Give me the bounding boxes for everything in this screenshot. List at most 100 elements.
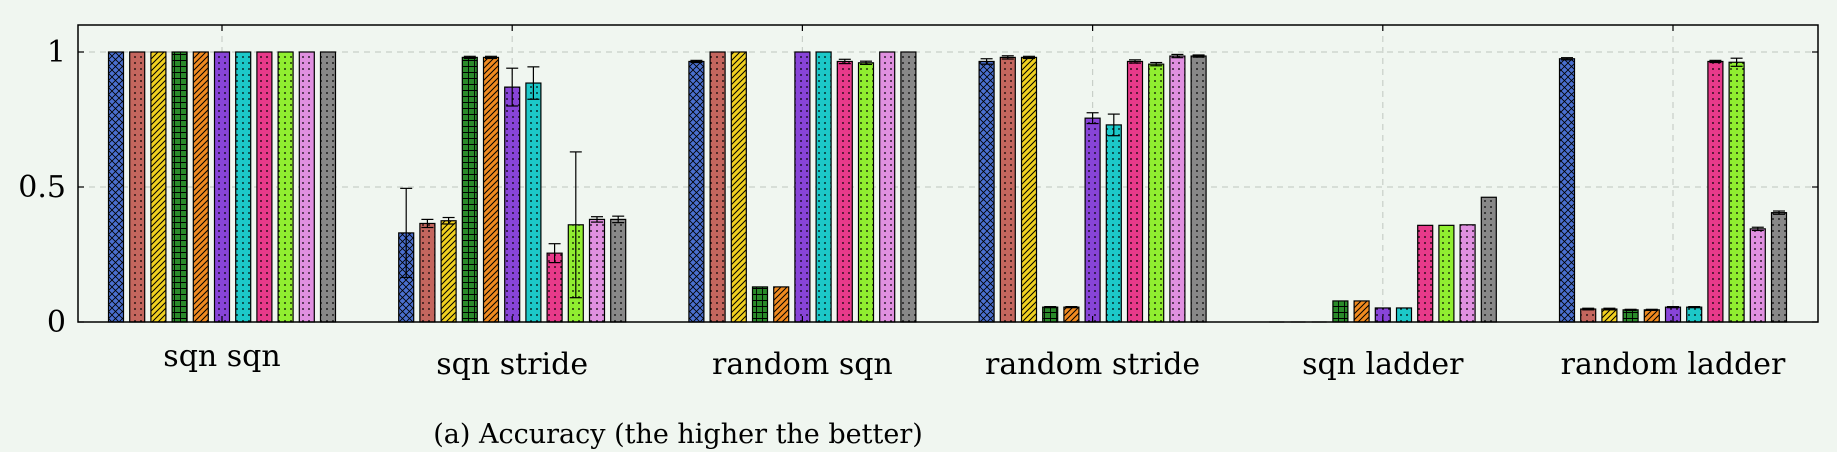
error-bar bbox=[548, 243, 561, 264]
bar-random-sqn-s2 bbox=[709, 51, 726, 323]
error-bar bbox=[1065, 306, 1078, 309]
error-bar bbox=[442, 216, 455, 225]
bar-sqn-sqn-s2 bbox=[129, 51, 146, 323]
error-bar bbox=[1023, 55, 1035, 60]
error-bar bbox=[1603, 307, 1616, 311]
x-category-label: sqn sqn bbox=[163, 339, 280, 374]
y-tick-label: 1 bbox=[47, 35, 66, 70]
bar-sqn-stride-s11 bbox=[610, 218, 627, 323]
error-bar bbox=[506, 67, 519, 107]
bar-sqn-ladder-s9 bbox=[1438, 224, 1455, 323]
bar-sqn-sqn-s9 bbox=[277, 51, 294, 323]
x-category-label: random sqn bbox=[712, 347, 893, 382]
bar-sqn-sqn-s7 bbox=[235, 51, 252, 323]
bar-random-sqn-s5 bbox=[773, 286, 790, 323]
y-tick-label: 0 bbox=[47, 305, 66, 340]
error-bar bbox=[1751, 226, 1764, 232]
bar-random-ladder-s5 bbox=[1643, 309, 1660, 323]
bar-sqn-sqn-s8 bbox=[256, 51, 273, 323]
bar-random-sqn-s9 bbox=[857, 62, 875, 323]
bar-sqn-ladder-s8 bbox=[1417, 224, 1434, 323]
bar-sqn-sqn-s5 bbox=[192, 51, 209, 323]
x-category-label: random ladder bbox=[1561, 347, 1786, 382]
bar-sqn-stride-s4 bbox=[461, 56, 478, 323]
x-category-label: sqn stride bbox=[436, 347, 588, 382]
error-bar bbox=[838, 58, 851, 65]
bar-sqn-stride-s2 bbox=[419, 222, 436, 323]
bar-random-sqn-s3 bbox=[730, 51, 747, 323]
error-bar bbox=[527, 66, 540, 100]
bar-sqn-stride-s6 bbox=[504, 86, 521, 323]
error-bar bbox=[1730, 57, 1743, 67]
bar-sqn-sqn-s4 bbox=[171, 51, 188, 323]
bar-random-stride-s7 bbox=[1105, 124, 1122, 323]
error-bar bbox=[400, 187, 413, 279]
bar-random-ladder-s9 bbox=[1728, 61, 1745, 323]
bar-sqn-ladder-s11 bbox=[1480, 196, 1497, 323]
bar-random-ladder-s1 bbox=[1558, 58, 1576, 323]
y-tick-label: 0.5 bbox=[18, 170, 66, 205]
bar-sqn-stride-s3 bbox=[440, 220, 457, 323]
error-bar bbox=[1107, 113, 1120, 137]
error-bar bbox=[485, 55, 497, 60]
error-bar bbox=[1001, 55, 1014, 60]
x-category-label: sqn ladder bbox=[1302, 347, 1464, 382]
bar-random-ladder-s8 bbox=[1707, 60, 1724, 323]
bar-sqn-ladder-s7 bbox=[1395, 307, 1413, 323]
bar-random-ladder-s11 bbox=[1770, 212, 1788, 323]
bar-random-stride-s5 bbox=[1063, 306, 1080, 323]
bar-random-sqn-s4 bbox=[751, 286, 769, 323]
error-bar bbox=[612, 215, 625, 224]
bar-sqn-sqn-s6 bbox=[213, 51, 231, 323]
error-bar bbox=[1086, 112, 1099, 125]
bar-random-ladder-s2 bbox=[1580, 308, 1597, 323]
bar-random-ladder-s7 bbox=[1686, 306, 1703, 323]
bar-sqn-sqn-s11 bbox=[319, 51, 337, 323]
bar-random-sqn-s8 bbox=[836, 60, 853, 323]
error-bar bbox=[1561, 57, 1573, 61]
error-bar bbox=[1171, 53, 1184, 59]
error-bar bbox=[1582, 307, 1595, 311]
bar-random-stride-s1 bbox=[978, 60, 995, 323]
bar-random-stride-s2 bbox=[999, 56, 1016, 323]
error-bar bbox=[1044, 306, 1057, 309]
bar-sqn-stride-s8 bbox=[546, 252, 563, 323]
x-category-label: random stride bbox=[985, 347, 1200, 382]
bar-random-ladder-s3 bbox=[1601, 308, 1618, 323]
bar-random-sqn-s1 bbox=[688, 60, 705, 323]
bar-random-stride-s3 bbox=[1020, 56, 1038, 323]
bar-random-ladder-s10 bbox=[1749, 228, 1766, 323]
error-bar bbox=[1129, 59, 1141, 64]
bar-random-ladder-s4 bbox=[1622, 309, 1639, 323]
error-bar bbox=[980, 58, 993, 65]
bar-random-sqn-s10 bbox=[879, 51, 896, 323]
error-bars-group bbox=[400, 53, 1785, 311]
x-axis-labels: sqn sqn sqn stride random sqn random stride… bbox=[163, 339, 1786, 382]
bar-sqn-sqn-s1 bbox=[107, 51, 125, 323]
bar-random-sqn-s11 bbox=[900, 51, 917, 323]
chart-caption: (a) Accuracy (the higher the better) bbox=[433, 419, 923, 450]
error-bar bbox=[1645, 308, 1658, 311]
bar-random-sqn-s7 bbox=[815, 51, 832, 323]
bar-sqn-ladder-s10 bbox=[1459, 224, 1476, 323]
bar-sqn-sqn-s3 bbox=[150, 51, 167, 323]
error-bar bbox=[1150, 61, 1163, 67]
error-bar bbox=[569, 151, 582, 299]
bar-random-stride-s8 bbox=[1126, 60, 1144, 323]
error-bar bbox=[463, 55, 476, 60]
bar-sqn-sqn-s10 bbox=[298, 51, 315, 323]
error-bar bbox=[421, 218, 434, 229]
error-bar bbox=[591, 216, 603, 223]
bars-group bbox=[107, 51, 1788, 323]
bar-sqn-stride-s5 bbox=[482, 56, 500, 323]
bar-sqn-stride-s10 bbox=[588, 218, 606, 323]
error-bar bbox=[860, 60, 872, 66]
error-bar bbox=[1192, 54, 1205, 58]
bar-random-stride-s4 bbox=[1042, 306, 1059, 323]
bar-random-sqn-s6 bbox=[794, 51, 811, 323]
bar-sqn-stride-s7 bbox=[525, 82, 542, 323]
grid-lines bbox=[78, 25, 1818, 322]
plot-frame bbox=[77, 24, 1819, 323]
error-bar bbox=[1688, 306, 1701, 309]
